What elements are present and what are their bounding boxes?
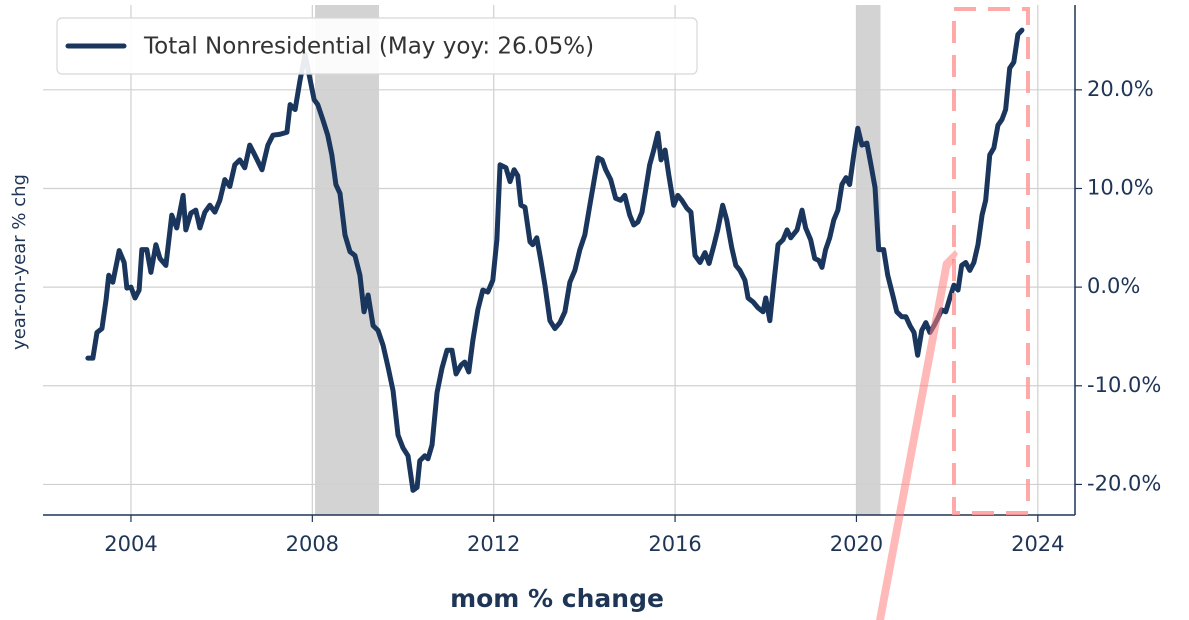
y-tick-label: -10.0%: [1087, 373, 1161, 397]
x-tick-label: 2012: [467, 532, 520, 556]
x-tick-label: 2016: [648, 532, 701, 556]
legend: Total Nonresidential (May yoy: 26.05%): [56, 17, 698, 75]
legend-label: Total Nonresidential (May yoy: 26.05%): [143, 34, 594, 60]
x-tick-label: 2004: [104, 532, 157, 556]
y-axis-label: year-on-year % chg: [9, 174, 30, 350]
y-tick-label: -20.0%: [1087, 471, 1161, 495]
shaded-span: [315, 5, 379, 515]
x-tick-label: 2024: [1011, 532, 1064, 556]
x-tick-label: 2008: [286, 532, 339, 556]
y-tick-label: 20.0%: [1087, 77, 1154, 101]
annotation-arrow: [876, 250, 958, 620]
x-axis-label: mom % change: [450, 584, 664, 613]
shaded-span: [856, 5, 881, 515]
data-line: [85, 27, 1025, 493]
y-tick-label: 0.0%: [1087, 274, 1140, 298]
legend-box: [56, 17, 698, 75]
y-tick-label: 10.0%: [1087, 175, 1154, 199]
x-tick-label: 2020: [830, 532, 883, 556]
background-layer: [43, 5, 1075, 515]
